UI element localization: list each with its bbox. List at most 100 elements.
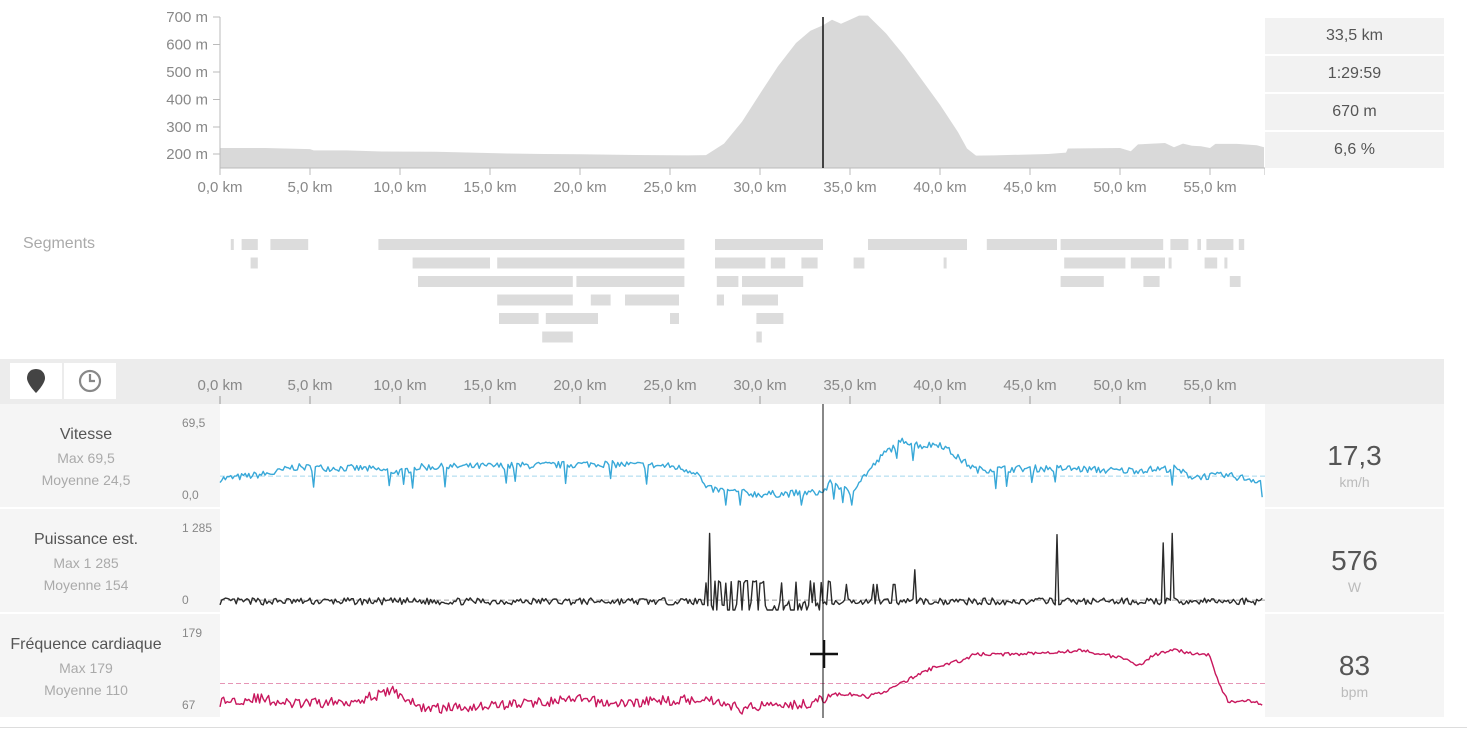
segment-bar[interactable]	[1197, 239, 1201, 250]
segment-bar[interactable]	[715, 239, 823, 250]
metric-row-speed: Vitesse Max 69,5 Moyenne 24,5 69,5 0,0 17…	[0, 404, 1444, 507]
time-mode-button[interactable]	[64, 363, 116, 399]
distance-axis-tick-label: 40,0 km	[913, 377, 966, 394]
elevation-x-tick-label: 5,0 km	[287, 179, 332, 196]
segment-bar[interactable]	[378, 239, 685, 250]
heart-rate-max: Max 179	[59, 660, 113, 676]
segment-bar[interactable]	[1170, 239, 1189, 250]
elevation-stats-panel: 33,5 km 1:29:59 670 m 6,6 %	[1265, 18, 1444, 170]
elevation-x-tick-label: 50,0 km	[1093, 179, 1146, 196]
power-value-block: 576 W	[1265, 509, 1444, 612]
elevation-chart[interactable]: 700 m 600 m 500 m 400 m 300 m 200 m 0,0 km 5,0…	[0, 0, 1265, 200]
distance-axis: 0,0 km 5,0 km 10,0 km 15,0 km 20,0 km 25,0 km…	[197, 377, 1237, 404]
speed-label-block: Vitesse Max 69,5 Moyenne 24,5	[0, 404, 172, 488]
elevation-x-tick-label: 45,0 km	[1003, 179, 1056, 196]
heart-rate-value-block: 83 bpm	[1265, 614, 1444, 717]
elevation-x-tick-label: 30,0 km	[733, 179, 786, 196]
distance-mode-button[interactable]	[10, 363, 62, 399]
segment-bar[interactable]	[1229, 276, 1241, 287]
elevation-x-tick-label: 40,0 km	[913, 179, 966, 196]
segment-bar[interactable]	[250, 257, 258, 269]
segment-bar[interactable]	[716, 294, 724, 306]
segment-bar[interactable]	[1224, 257, 1228, 269]
segment-bar[interactable]	[943, 257, 947, 269]
speed-axis-max-label: 69,5	[182, 416, 206, 430]
heart_rate-axis-max-label: 179	[182, 626, 202, 640]
segment-bar[interactable]	[986, 239, 1057, 250]
segment-bar[interactable]	[230, 239, 234, 250]
segment-bar[interactable]	[756, 313, 784, 324]
power-value: 576	[1331, 545, 1378, 576]
clock-icon	[78, 369, 102, 393]
stat-gradient: 6,6 %	[1265, 132, 1444, 168]
segment-bar[interactable]	[241, 239, 258, 250]
heart_rate-series-line	[219, 648, 1263, 715]
segment-bar[interactable]	[1206, 239, 1234, 250]
power-label-block: Puissance est. Max 1 285 Moyenne 154	[0, 509, 172, 593]
speed-average: Moyenne 24,5	[41, 472, 131, 488]
segment-bar[interactable]	[716, 276, 739, 287]
heart_rate-axis-min-label: 67	[182, 698, 196, 712]
segment-bar[interactable]	[497, 294, 573, 306]
power-chart[interactable]: 1 285 0	[172, 509, 1265, 612]
segment-bar[interactable]	[770, 257, 786, 269]
segment-bar[interactable]	[670, 313, 679, 324]
heart-rate-label: Fréquence cardiaque	[10, 636, 162, 653]
crosshair-pointer-icon	[810, 640, 838, 668]
distance-axis-tick-label: 35,0 km	[823, 377, 876, 394]
segment-bar[interactable]	[418, 276, 573, 287]
heart-rate-label-block: Fréquence cardiaque Max 179 Moyenne 110	[0, 614, 172, 698]
elevation-x-tick-label: 10,0 km	[373, 179, 426, 196]
map-pin-icon	[27, 369, 45, 393]
segment-bar[interactable]	[853, 257, 865, 269]
power-unit: W	[1347, 579, 1362, 595]
segment-bar[interactable]	[742, 294, 778, 306]
segment-bar[interactable]	[715, 257, 766, 269]
segment-bar[interactable]	[576, 276, 685, 287]
segment-bar[interactable]	[497, 257, 685, 269]
segment-bar[interactable]	[412, 257, 490, 269]
speed-value: 17,3	[1327, 440, 1382, 471]
elevation-y-axis: 700 m 600 m 500 m 400 m 300 m 200 m	[166, 9, 220, 163]
segment-bar[interactable]	[1060, 276, 1104, 287]
segment-bar[interactable]	[270, 239, 309, 250]
segment-bar[interactable]	[1204, 257, 1218, 269]
segment-bar[interactable]	[499, 313, 539, 324]
elevation-x-tick-label: 25,0 km	[643, 179, 696, 196]
segment-bar[interactable]	[545, 313, 598, 324]
segment-bar[interactable]	[868, 239, 967, 250]
speed-chart[interactable]: 69,5 0,0	[172, 404, 1265, 507]
elevation-x-tick-label: 35,0 km	[823, 179, 876, 196]
distance-axis-tick-label: 10,0 km	[373, 377, 426, 394]
segment-bar[interactable]	[542, 331, 573, 343]
segment-bar[interactable]	[1238, 239, 1245, 250]
segment-bar[interactable]	[1143, 276, 1160, 287]
power-average: Moyenne 154	[43, 577, 129, 593]
speed-value-block: 17,3 km/h	[1265, 404, 1444, 507]
heart-rate-value: 83	[1338, 650, 1371, 681]
elevation-y-tick-label: 400 m	[166, 92, 208, 109]
heart-rate-chart[interactable]: 179 67	[172, 614, 1265, 717]
stat-elapsed-time: 1:29:59	[1265, 56, 1444, 92]
speed-series-line	[219, 437, 1263, 506]
segment-bar[interactable]	[1130, 257, 1165, 269]
speed-label: Vitesse	[59, 426, 113, 443]
segment-bar[interactable]	[801, 257, 818, 269]
elevation-x-axis: 0,0 km 5,0 km 10,0 km 15,0 km 20,0 km 25,0 km…	[197, 168, 1265, 196]
metric-toolbar: 0,0 km 5,0 km 10,0 km 15,0 km 20,0 km 25,0 km…	[0, 359, 1444, 404]
distance-axis-tick-label: 45,0 km	[1003, 377, 1056, 394]
segment-bar[interactable]	[742, 276, 804, 287]
segment-bar[interactable]	[590, 294, 611, 306]
segment-bar[interactable]	[1064, 257, 1126, 269]
segment-bar[interactable]	[1168, 257, 1172, 269]
segment-bar[interactable]	[625, 294, 679, 306]
elevation-y-tick-label: 200 m	[166, 146, 208, 163]
segment-bar[interactable]	[756, 331, 762, 343]
power-label: Puissance est.	[33, 531, 139, 548]
elevation-y-tick-label: 700 m	[166, 9, 208, 26]
metric-cursor-overlay	[810, 404, 838, 718]
metric-row-power: Puissance est. Max 1 285 Moyenne 154 1 2…	[0, 509, 1444, 612]
distance-axis-tick-label: 0,0 km	[197, 377, 242, 394]
speed-unit: km/h	[1339, 474, 1370, 490]
segment-bar[interactable]	[1060, 239, 1164, 250]
